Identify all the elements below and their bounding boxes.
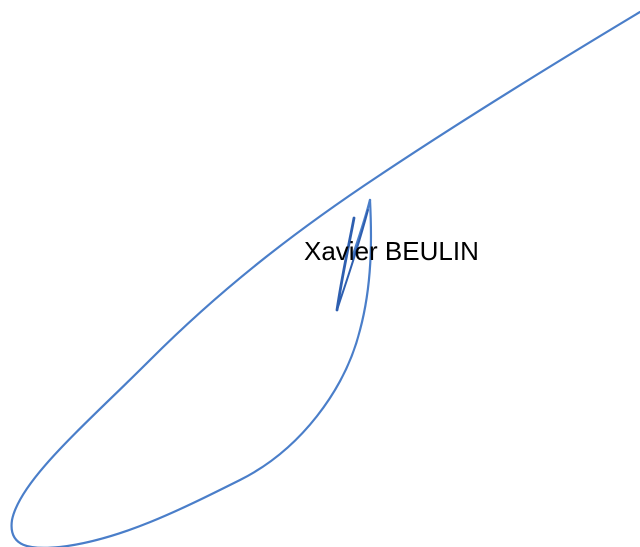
signer-name: Xavier BEULIN bbox=[304, 236, 479, 266]
signature-peak-stroke bbox=[350, 198, 372, 260]
signature-slash-return bbox=[336, 209, 369, 311]
signature-slash-stroke bbox=[335, 216, 356, 312]
signature-main-stroke bbox=[10, 10, 640, 547]
